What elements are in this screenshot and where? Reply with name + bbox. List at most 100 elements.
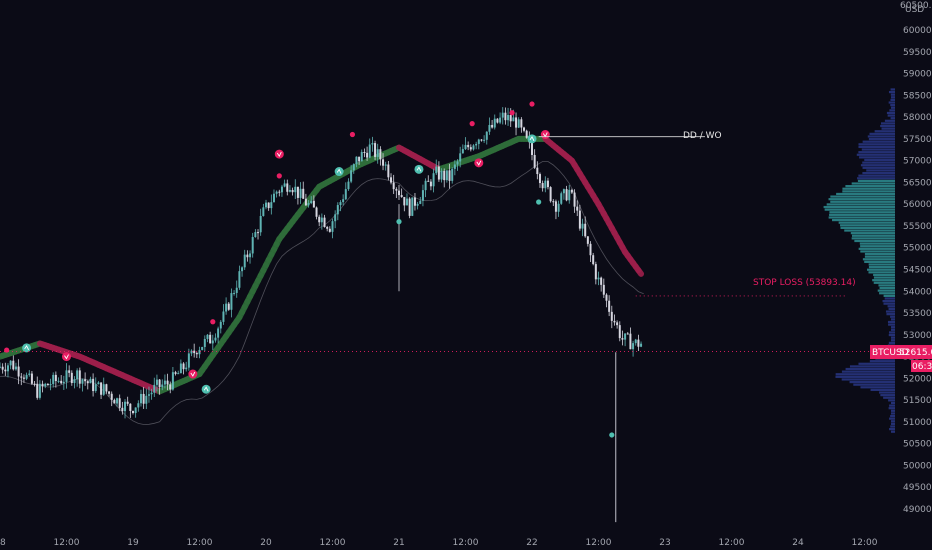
- volume-bar: [887, 305, 895, 308]
- candle-body: [608, 300, 611, 312]
- candle-body: [592, 255, 595, 265]
- volume-bar: [859, 156, 895, 159]
- time-axis[interactable]: 18 12:00 19 12:00 20 12:00 21 12:00 22 12:00 23 12:…: [0, 538, 878, 548]
- candle-body: [382, 159, 385, 166]
- candle-body: [467, 144, 470, 148]
- buy-marker-glyph: [416, 166, 422, 172]
- sell-marker: [540, 130, 550, 140]
- x-tick-label: 12:00: [719, 538, 745, 548]
- candle-body: [124, 401, 127, 412]
- volume-bar: [882, 299, 895, 303]
- candle-body: [374, 143, 377, 157]
- candle-body: [594, 264, 597, 280]
- candle-body: [347, 181, 350, 190]
- volume-bar: [860, 250, 895, 253]
- candle-body: [429, 181, 432, 187]
- volume-bar: [883, 302, 895, 305]
- candle-body: [618, 325, 621, 339]
- sell-marker: [474, 158, 484, 168]
- candle-body: [568, 189, 571, 201]
- candle-body: [515, 117, 518, 128]
- candle-body: [459, 153, 462, 162]
- candle-body: [86, 381, 89, 384]
- candle-body: [565, 189, 568, 201]
- candle-body: [432, 173, 435, 187]
- candle-body: [214, 337, 217, 341]
- candle-body: [613, 320, 616, 323]
- candle-body: [424, 180, 427, 191]
- volume-bar: [878, 284, 895, 287]
- volume-bar: [858, 247, 895, 250]
- y-tick-label: 50000.00: [903, 461, 932, 471]
- candle-body: [525, 130, 528, 138]
- candle-body: [392, 182, 395, 190]
- x-tick-label: 12:00: [453, 538, 479, 548]
- volume-bar: [835, 373, 895, 376]
- candle-body: [270, 202, 273, 209]
- candle-body: [238, 271, 241, 288]
- candle-body: [546, 180, 549, 188]
- candle-body: [198, 349, 201, 355]
- y-tick-label: 58500.00: [903, 91, 932, 101]
- volume-bar: [891, 422, 895, 425]
- x-tick-label: 18: [0, 538, 6, 548]
- candle-body: [632, 343, 635, 350]
- candle-body: [336, 205, 339, 215]
- x-tick-label: 12:00: [320, 538, 346, 548]
- candle-body: [294, 186, 297, 193]
- y-tick-label: 59500.00: [903, 48, 932, 58]
- y-tick-label: 50500.00: [903, 440, 932, 450]
- candle-body: [560, 193, 563, 204]
- volume-bar: [862, 166, 895, 169]
- y-tick-label: 55500.00: [903, 222, 932, 232]
- candle-body: [65, 370, 68, 382]
- candle-body: [600, 277, 603, 285]
- candle-body: [610, 311, 613, 321]
- candle-body: [84, 379, 87, 382]
- candle-body: [145, 395, 148, 404]
- volume-bar: [864, 255, 895, 258]
- candle-body: [132, 410, 134, 414]
- candle-body: [536, 167, 539, 175]
- candle-body: [116, 398, 119, 404]
- candle-body: [445, 170, 448, 181]
- volume-bar: [872, 279, 895, 282]
- volume-bar: [858, 362, 895, 365]
- signal-dot: [396, 219, 402, 225]
- candle-body: [637, 339, 640, 347]
- candle-body: [312, 200, 315, 208]
- candle-body: [182, 363, 185, 370]
- volume-bar: [867, 135, 895, 138]
- candle-body: [206, 334, 209, 339]
- candle-body: [225, 303, 228, 312]
- y-tick-label: 51500.00: [903, 396, 932, 406]
- candle-body: [203, 338, 206, 347]
- volume-bar: [866, 169, 895, 172]
- candle-body: [1, 366, 4, 370]
- volume-bar: [888, 307, 895, 311]
- candle-body: [435, 166, 438, 174]
- candle-body: [118, 398, 121, 408]
- candle-body: [307, 203, 310, 206]
- candle-body: [68, 370, 71, 373]
- candle-body: [20, 376, 23, 378]
- volume-bar: [828, 216, 895, 219]
- signal-dot: [276, 173, 282, 179]
- candle-body: [97, 382, 100, 385]
- volume-bar: [891, 328, 895, 331]
- candle-body: [501, 112, 504, 118]
- volume-bar: [826, 203, 895, 206]
- candle-body: [320, 217, 323, 223]
- volume-bar: [889, 109, 895, 112]
- candle-body: [328, 228, 331, 232]
- candle-body: [400, 195, 403, 198]
- signal-dot: [349, 131, 356, 138]
- x-tick-label: 24: [792, 538, 804, 548]
- candle-body: [174, 372, 177, 374]
- volume-bar: [864, 260, 895, 263]
- buy-marker-glyph: [336, 168, 342, 174]
- candle-body: [403, 197, 406, 206]
- candle-body: [464, 144, 467, 150]
- candle-body: [496, 118, 499, 123]
